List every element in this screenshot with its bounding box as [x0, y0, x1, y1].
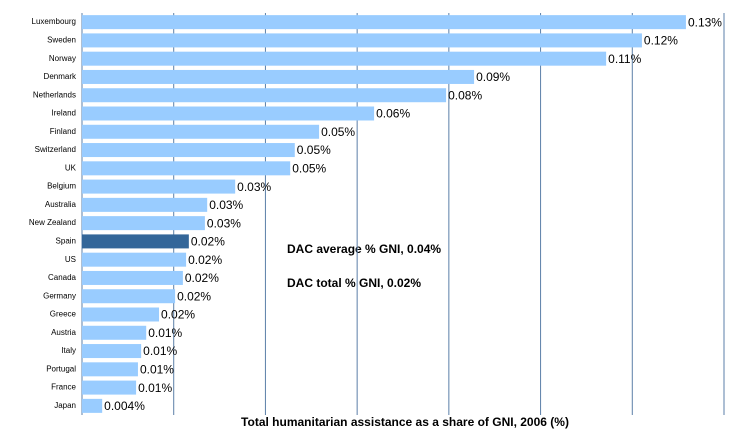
- value-label: 0.11%: [608, 52, 641, 66]
- annotation: DAC total % GNI, 0.02%: [287, 276, 421, 290]
- bar: [82, 51, 607, 66]
- value-label: 0.01%: [138, 381, 172, 395]
- value-label: 0.02%: [161, 308, 195, 322]
- y-tick-label: Greece: [50, 310, 77, 319]
- value-label: 0.004%: [104, 399, 145, 413]
- value-label: 0.02%: [177, 289, 211, 303]
- bar: [82, 197, 208, 212]
- bar: [82, 344, 142, 359]
- y-tick-label: Ireland: [52, 109, 76, 118]
- y-tick-label: Australia: [45, 200, 77, 209]
- bar: [82, 179, 236, 194]
- bar: [82, 33, 642, 48]
- value-label: 0.09%: [476, 70, 510, 84]
- value-label: 0.05%: [321, 125, 355, 139]
- x-axis-label: Total humanitarian assistance as a share…: [241, 415, 569, 429]
- value-label: 0.03%: [209, 198, 243, 212]
- bar: [82, 124, 320, 139]
- bar: [82, 270, 183, 285]
- y-tick-label: Spain: [56, 237, 76, 246]
- bar: [82, 161, 291, 176]
- value-label: 0.03%: [207, 216, 241, 230]
- bar: [82, 106, 375, 121]
- y-tick-label: New Zealand: [29, 218, 76, 227]
- value-label: 0.05%: [297, 143, 331, 157]
- y-tick-label: US: [65, 255, 76, 264]
- value-label: 0.03%: [237, 180, 271, 194]
- y-tick-label: Sweden: [47, 36, 76, 45]
- bar: [82, 307, 160, 322]
- bar: [82, 88, 447, 103]
- value-label: 0.01%: [143, 344, 177, 358]
- y-tick-label: Belgium: [47, 182, 76, 191]
- bar: [82, 325, 147, 340]
- value-label: 0.02%: [188, 253, 222, 267]
- bar: [82, 289, 176, 304]
- value-label: 0.05%: [292, 161, 326, 175]
- value-label: 0.06%: [376, 107, 410, 121]
- annotation: DAC average % GNI, 0.04%: [287, 242, 441, 256]
- value-label: 0.08%: [448, 88, 482, 102]
- value-label: 0.01%: [140, 362, 174, 376]
- y-tick-label: Luxembourg: [32, 17, 76, 26]
- bar: [82, 69, 475, 84]
- y-tick-label: France: [51, 383, 76, 392]
- y-tick-label: Finland: [50, 127, 76, 136]
- value-label: 0.02%: [185, 271, 219, 285]
- bar: [82, 15, 686, 30]
- y-tick-label: Denmark: [44, 72, 77, 81]
- bar: [82, 143, 295, 158]
- bar: [82, 362, 138, 377]
- bar: [82, 234, 189, 249]
- y-tick-label: Portugal: [46, 364, 76, 373]
- y-tick-label: Netherlands: [33, 90, 76, 99]
- y-tick-label: Norway: [49, 54, 76, 63]
- y-tick-label: UK: [65, 163, 77, 172]
- y-tick-label: Japan: [54, 401, 76, 410]
- y-tick-label: Canada: [48, 273, 77, 282]
- y-tick-label: Austria: [51, 328, 76, 337]
- bar: [82, 398, 103, 413]
- bar: [82, 252, 187, 267]
- value-label: 0.12%: [644, 34, 678, 48]
- bar: [82, 380, 137, 395]
- y-tick-label: Germany: [43, 291, 76, 300]
- value-label: 0.02%: [191, 235, 225, 249]
- value-label: 0.13%: [688, 15, 722, 29]
- bar: [82, 216, 205, 231]
- y-tick-label: Switzerland: [35, 145, 76, 154]
- y-tick-label: Italy: [61, 346, 76, 355]
- value-label: 0.01%: [148, 326, 182, 340]
